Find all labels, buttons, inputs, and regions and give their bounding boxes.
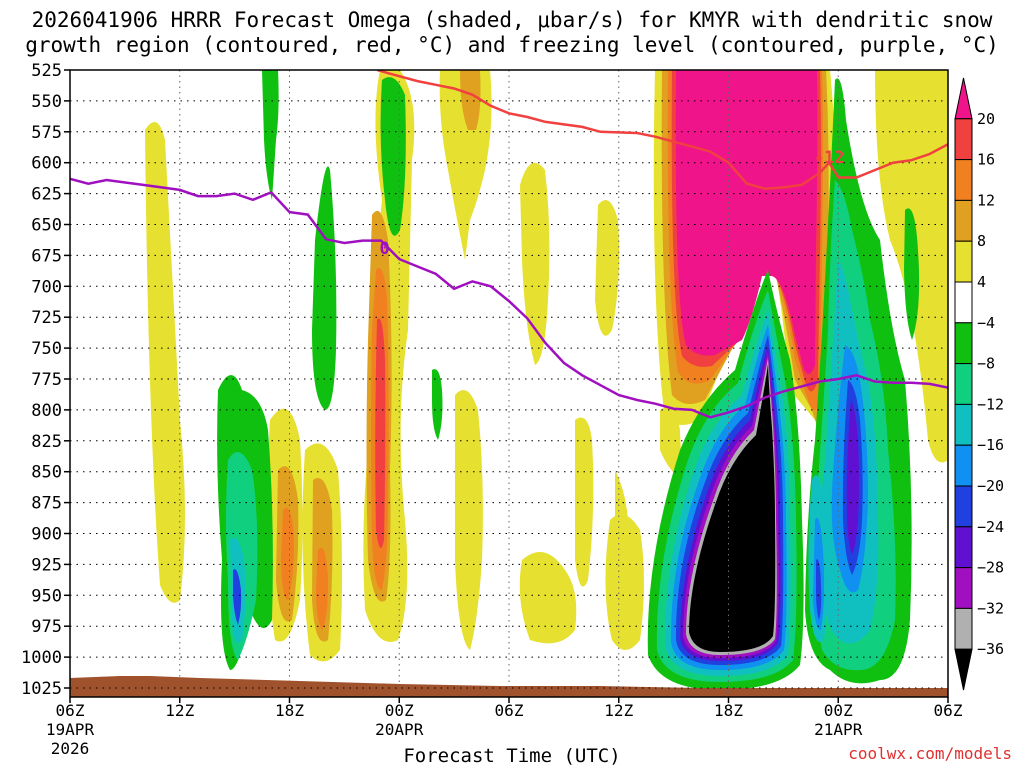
y-tick-label: 850: [31, 463, 62, 483]
omega-shade: [816, 559, 822, 620]
y-tick-label: 1025: [21, 679, 62, 699]
omega-shade: [519, 552, 577, 644]
colorbar-label: −8: [977, 355, 995, 373]
colorbar-segment: [954, 281, 973, 324]
colorbar-label: −32: [977, 599, 1004, 617]
y-tick-label: 775: [31, 370, 62, 390]
y-tick-label: 600: [31, 154, 62, 174]
x-tick-date-label: 20APR: [375, 720, 424, 739]
x-tick-label: 18Z: [714, 701, 743, 720]
freezing-level-line: [70, 177, 948, 419]
omega-shade: [281, 508, 294, 600]
omega-shade: [432, 369, 443, 440]
colorbar-segment: [954, 363, 973, 405]
chart-title-line1: 2026041906 HRRR Forecast Omega (shaded, …: [31, 8, 993, 32]
y-tick-label: 950: [31, 586, 62, 606]
omega-shade: [595, 200, 620, 336]
colorbar-label: 4: [977, 273, 986, 291]
y-tick-label: 750: [31, 339, 62, 359]
omega-shade: [375, 318, 386, 548]
y-tick-label: 650: [31, 216, 62, 236]
colorbar-segment: [954, 648, 973, 691]
x-tick-label: 06Z: [495, 701, 524, 720]
x-axis-title: Forecast Time (UTC): [403, 745, 621, 767]
omega-shade: [233, 569, 242, 625]
y-tick-label: 975: [31, 617, 62, 637]
y-tick-label: 675: [31, 246, 62, 266]
y-tick-label: 800: [31, 401, 62, 421]
x-tick-label: 00Z: [824, 701, 853, 720]
colorbar-label: −36: [977, 640, 1004, 658]
colorbar-segment: [954, 240, 973, 283]
colorbar-label: 16: [977, 151, 995, 169]
y-tick-label: 900: [31, 525, 62, 545]
omega-shade: [380, 77, 406, 236]
colorbar-label: 8: [977, 232, 986, 250]
y-tick-label: 1000: [21, 648, 62, 668]
colorbar-label: −4: [977, 314, 995, 332]
omega-shade: [675, 70, 818, 374]
y-tick-label: 625: [31, 185, 62, 205]
omega-shade: [605, 514, 644, 650]
colorbar-segment: [954, 118, 973, 161]
x-tick-date-label: 19APR: [46, 720, 95, 739]
colorbar-segment: [954, 567, 973, 609]
x-tick-year-label: 2026: [51, 739, 90, 758]
colorbar-label: −16: [977, 436, 1004, 454]
omega-shade: [460, 70, 481, 130]
omega-shade: [904, 208, 920, 340]
colorbar-segment: [954, 607, 973, 650]
x-tick-label: 18Z: [275, 701, 304, 720]
omega-shade: [575, 417, 594, 587]
colorbar-segment: [954, 444, 973, 487]
y-tick-label: 875: [31, 494, 62, 514]
x-tick-label: 12Z: [604, 701, 633, 720]
y-tick-label: 925: [31, 555, 62, 575]
colorbar-segment: [954, 322, 973, 365]
dgz-minus12-contour-line: [376, 70, 948, 190]
y-tick-label: 550: [31, 92, 62, 112]
colorbar-label: −12: [977, 395, 1004, 413]
credit-text: coolwx.com/models: [848, 744, 1012, 763]
x-tick-label: 06Z: [56, 701, 85, 720]
grid-lines: [70, 70, 948, 697]
omega-shaded-field: [145, 70, 948, 690]
y-tick-label: 525: [31, 61, 62, 81]
omega-shade: [520, 162, 550, 365]
omega-shade: [316, 548, 328, 630]
colorbar-segment: [954, 159, 973, 201]
x-tick-label: 12Z: [165, 701, 194, 720]
colorbar-label: 12: [977, 191, 995, 209]
x-tick-date-label: 21APR: [814, 720, 863, 739]
y-tick-label: 825: [31, 432, 62, 452]
chart-title-line2: growth region (contoured, red, °C) and f…: [25, 33, 999, 57]
colorbar-label: −24: [977, 518, 1004, 536]
y-tick-label: 725: [31, 308, 62, 328]
omega-shade: [145, 122, 185, 603]
y-tick-label: 575: [31, 123, 62, 143]
colorbar-segment: [954, 403, 973, 446]
omega-shade: [846, 400, 859, 555]
y-tick-label: 700: [31, 277, 62, 297]
colorbar-segment: [954, 526, 973, 569]
colorbar: 20 16 12 8 4 −4 −8 −12 −16 −20 −24 −28 −32 −36: [954, 77, 1004, 691]
omega-shade: [689, 364, 776, 652]
colorbar-segment: [954, 485, 973, 528]
x-tick-label: 00Z: [385, 701, 414, 720]
omega-shade: [455, 390, 483, 650]
dgz-contour-label: -12: [814, 148, 845, 168]
x-tick-label: 06Z: [934, 701, 963, 720]
y-axis: 525 550 575 600 625 650 675 700 725 750 775 800 825 8…: [21, 61, 70, 699]
colorbar-segment: [954, 77, 973, 120]
colorbar-label: −20: [977, 477, 1004, 495]
omega-shade: [262, 70, 279, 200]
colorbar-segment: [954, 199, 973, 242]
colorbar-label: −28: [977, 559, 1004, 577]
freezing-level-label: 0: [379, 239, 389, 259]
colorbar-label: 20: [977, 110, 995, 128]
